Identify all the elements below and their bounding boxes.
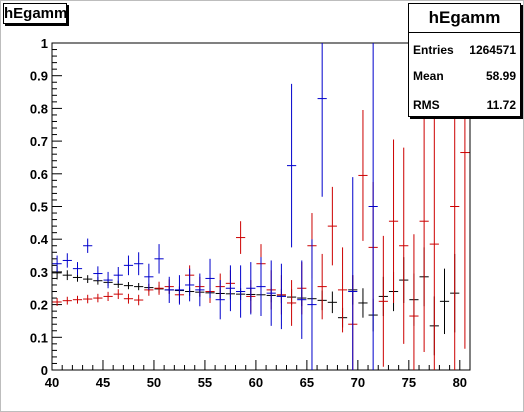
stat-value: 1264571 <box>469 43 516 57</box>
data-point-blue <box>225 265 236 312</box>
data-point-blue <box>246 262 256 315</box>
x-tick-label: 80 <box>453 375 467 390</box>
data-point-blue <box>103 271 113 289</box>
data-point-red <box>337 247 348 333</box>
data-point-blue <box>205 258 215 299</box>
data-point-blue <box>286 83 297 248</box>
x-tick-label: 50 <box>147 375 161 390</box>
data-point-blue <box>236 265 246 318</box>
axis-ticks <box>51 42 471 371</box>
data-point-blue <box>368 43 378 370</box>
data-point-black <box>439 268 450 335</box>
stats-title: hEgamm <box>409 4 520 33</box>
data-point-blue <box>266 260 276 326</box>
data-point-blue <box>276 263 286 330</box>
data-points <box>52 43 470 370</box>
stat-row-mean: Mean 58.99 <box>413 68 516 84</box>
x-tick-label: 75 <box>402 375 416 390</box>
x-tick-label: 45 <box>96 375 110 390</box>
y-tick-label: 0.8 <box>30 101 48 116</box>
x-tick-label: 65 <box>300 375 314 390</box>
data-point-blue <box>185 268 195 302</box>
data-point-red <box>327 186 337 266</box>
data-point-red <box>317 253 327 320</box>
data-point-blue <box>72 262 83 276</box>
data-point-red <box>93 293 103 303</box>
data-point-red <box>123 293 134 304</box>
data-point-red <box>399 147 409 344</box>
data-point-black <box>123 282 134 290</box>
data-point-black <box>83 275 93 284</box>
x-tick-label: 70 <box>351 375 365 390</box>
data-point-red <box>409 234 419 370</box>
stat-label: Mean <box>413 69 444 83</box>
data-point-red <box>236 221 246 254</box>
y-tick-label: 0.2 <box>30 298 48 313</box>
y-tick-label: 0 <box>41 363 48 378</box>
y-tick-label: 0.7 <box>30 134 48 149</box>
y-tick-label: 0.1 <box>30 330 48 345</box>
y-tick-label: 0.5 <box>30 200 48 215</box>
data-point-blue <box>195 273 205 307</box>
data-point-black <box>62 270 72 281</box>
data-point-blue <box>113 266 123 284</box>
stat-row-entries: Entries 1264571 <box>413 42 516 58</box>
histogram-title: hEgamm <box>3 3 68 24</box>
data-point-black <box>327 291 337 314</box>
data-point-blue <box>123 255 134 276</box>
y-tick-label: 1 <box>41 36 48 51</box>
data-point-blue <box>144 263 154 290</box>
x-tick-label: 55 <box>198 375 212 390</box>
data-point-blue <box>93 266 103 281</box>
data-point-red <box>52 298 62 306</box>
stat-label: RMS <box>413 98 440 112</box>
stat-row-rms: RMS 11.72 <box>413 97 516 113</box>
data-point-red <box>103 291 113 302</box>
stat-value: 11.72 <box>486 98 516 112</box>
data-point-black <box>358 288 368 318</box>
data-point-black <box>134 283 144 291</box>
data-point-red <box>134 294 144 306</box>
data-point-red <box>429 113 439 370</box>
y-tick-label: 0.3 <box>30 265 48 280</box>
stat-label: Entries <box>413 43 454 57</box>
data-point-blue <box>83 238 93 253</box>
data-point-blue <box>174 275 185 305</box>
data-point-red <box>113 289 123 300</box>
data-point-red <box>83 294 93 304</box>
y-tick-label: 0.6 <box>30 167 48 182</box>
data-point-red <box>419 90 429 353</box>
data-point-red <box>286 280 297 326</box>
data-point-red <box>154 281 164 295</box>
data-point-red <box>62 296 72 305</box>
data-point-red <box>358 110 368 241</box>
data-point-blue <box>62 253 72 268</box>
data-point-blue <box>134 252 144 276</box>
y-tick-label: 0.9 <box>30 69 48 84</box>
data-point-red <box>72 295 83 304</box>
data-point-blue <box>215 280 225 320</box>
data-point-blue <box>256 257 266 317</box>
data-point-blue <box>154 244 164 274</box>
data-point-red <box>388 139 399 303</box>
x-tick-label: 40 <box>45 375 59 390</box>
tick-labels: 40 45 50 55 60 65 70 75 80 0 0.1 0.2 0.3 0.4 0.5 0.6 0.7… <box>30 36 467 390</box>
stats-box: hEgamm Entries 1264571 Mean 58.99 RMS 11… <box>408 3 521 117</box>
stat-value: 58.99 <box>485 69 516 83</box>
data-point-blue <box>297 260 307 339</box>
y-tick-label: 0.4 <box>30 232 49 247</box>
data-point-red <box>378 235 388 367</box>
data-point-blue <box>52 255 62 272</box>
data-point-blue <box>164 276 174 303</box>
data-point-blue <box>307 239 317 370</box>
x-tick-label: 60 <box>249 375 263 390</box>
data-point-blue <box>317 43 327 197</box>
data-point-blue <box>348 177 358 370</box>
